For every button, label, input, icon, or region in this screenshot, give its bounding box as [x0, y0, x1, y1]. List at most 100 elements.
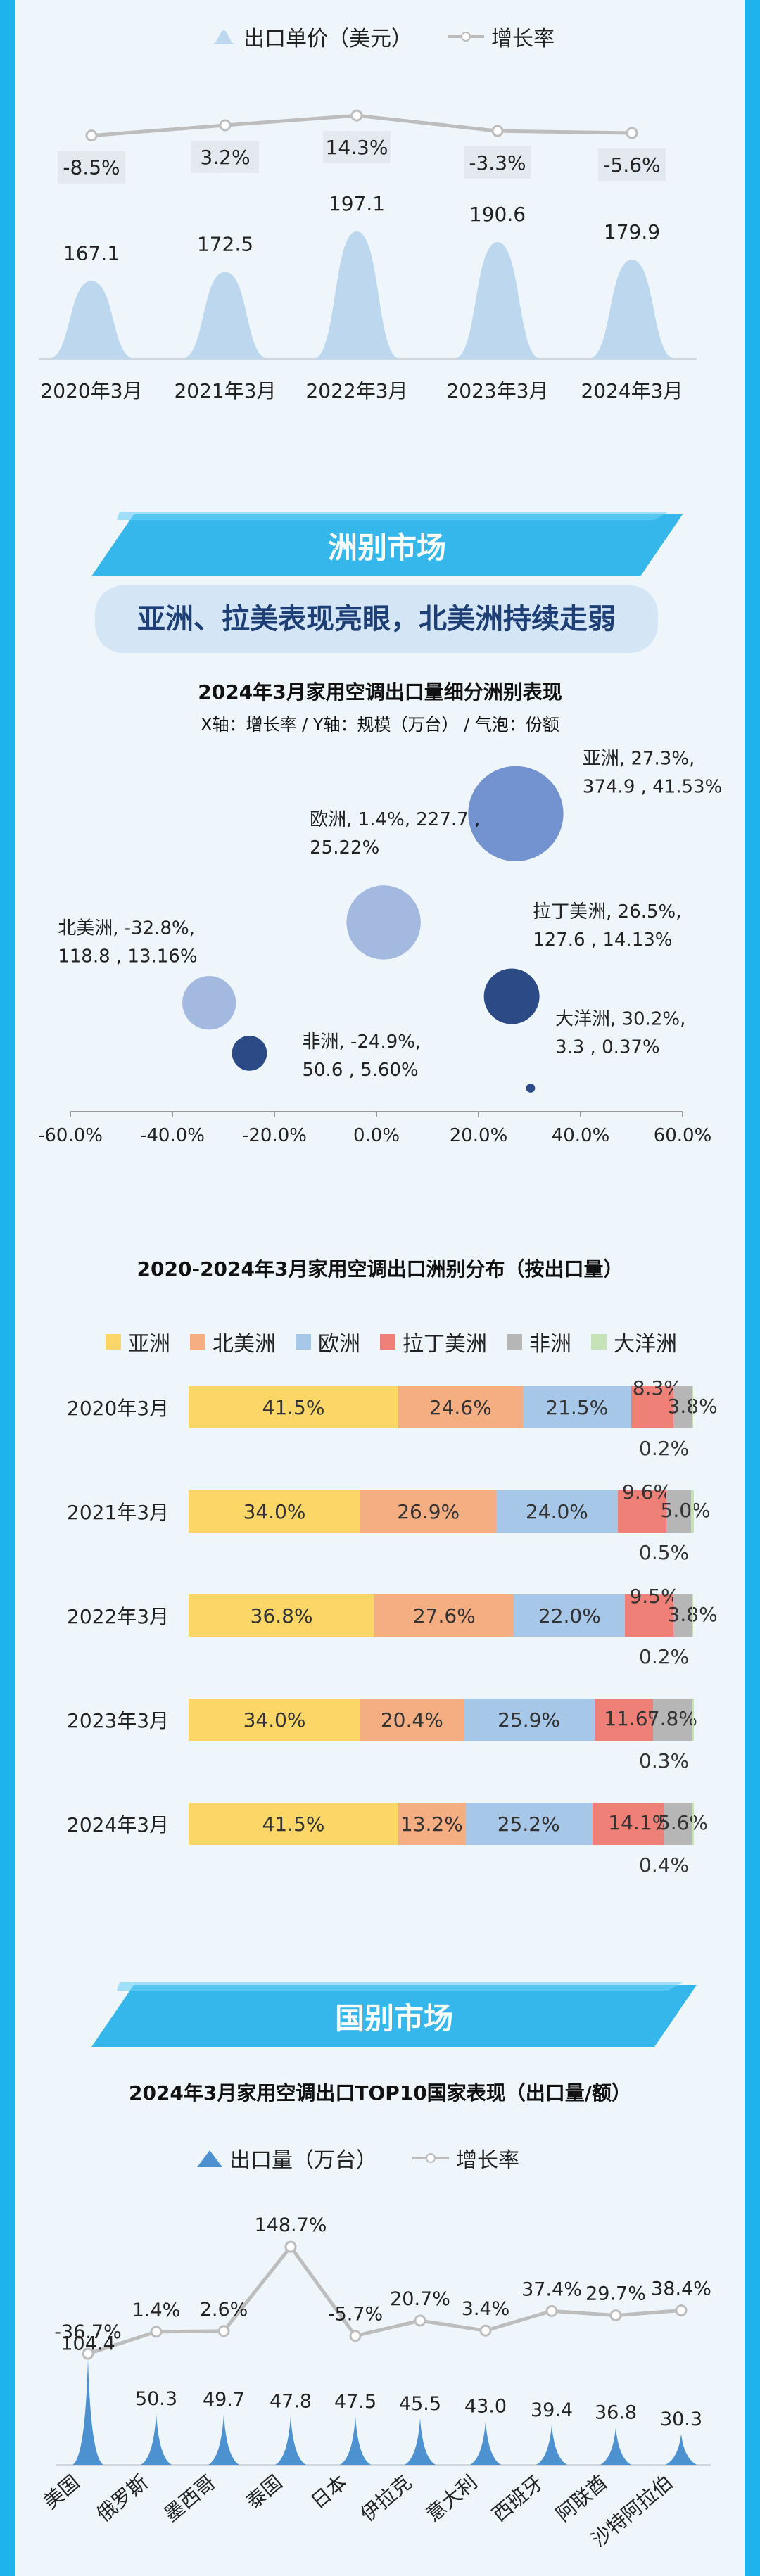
country-volume-label: 47.8	[270, 2391, 312, 2413]
growth-label-box	[598, 148, 666, 181]
country-category-label: 伊拉克	[356, 2470, 417, 2526]
country-category-label: 日本	[306, 2470, 351, 2513]
bubble-大洋洲	[526, 1084, 536, 1093]
growth-label: -8.5%	[63, 156, 120, 179]
stacked-segment-label: 0.5%	[639, 1541, 690, 1564]
country-category-label: 墨西哥	[160, 2470, 220, 2526]
country-banner	[91, 1982, 697, 2047]
price-peak	[48, 281, 135, 359]
price-category-label: 2020年3月	[40, 379, 142, 402]
stacked-segment: 25.9%	[463, 1699, 595, 1741]
stacked-legend-swatch	[591, 1334, 607, 1350]
bubble-x-tick-label: 40.0%	[552, 1125, 610, 1146]
country-chart: 104.4-36.7%美国50.31.4%俄罗斯49.72.6%墨西哥47.81…	[39, 2214, 711, 2551]
stacked-segment	[692, 1594, 694, 1637]
stacked-segment: 41.5%	[189, 1803, 398, 1845]
bubble-chart-title: 2024年3月家用空调出口量细分洲别表现	[198, 680, 562, 704]
growth-label: 14.3%	[326, 136, 388, 159]
price-category-label: 2024年3月	[581, 379, 683, 402]
growth-label-box	[323, 131, 391, 164]
price-value-label: 167.1	[63, 241, 120, 265]
stacked-segment-label: 0.3%	[639, 1749, 690, 1772]
stacked-segment	[673, 1594, 692, 1637]
stacked-legend-label: 大洋洲	[614, 1332, 677, 1357]
country-banner-title: 国别市场	[334, 2001, 453, 2036]
stacked-legend-item: 欧洲	[296, 1326, 360, 1357]
country-volume-bar	[141, 2413, 172, 2465]
stacked-segment	[673, 1386, 692, 1428]
country-growth-point	[150, 2326, 163, 2338]
country-volume-bar	[666, 2434, 697, 2465]
bubble-label: 118.8 , 13.16%	[58, 946, 197, 967]
country-volume-label: 47.5	[334, 2391, 376, 2413]
country-growth-label: 3.4%	[462, 2298, 510, 2320]
country-volume-label: 49.7	[203, 2389, 245, 2411]
stacked-segment: 25.2%	[464, 1803, 593, 1845]
stacked-segment-label: 5.6%	[657, 1811, 709, 1834]
price-category-label: 2022年3月	[305, 379, 407, 402]
price-value-label: 190.6	[469, 203, 526, 226]
stacked-segment	[666, 1490, 692, 1533]
stacked-segment-label: 14.1%	[608, 1811, 671, 1834]
bubble-非洲	[232, 1036, 267, 1071]
continent-banner-title: 洲别市场	[327, 531, 446, 565]
stacked-segment	[625, 1594, 673, 1637]
country-volume-bar	[275, 2416, 306, 2465]
stacked-segment: 27.6%	[374, 1594, 514, 1637]
stacked-legend-label: 非洲	[529, 1332, 571, 1357]
bubble-chart: -60.0% -40.0% -20.0% 0.0% 20.0% 40.0% 60.0% 亚洲,…	[38, 748, 722, 1146]
bubble-label: 374.9 , 41.53%	[583, 776, 722, 797]
stacked-legend-item: 北美洲	[190, 1326, 276, 1357]
country-volume-bar	[340, 2416, 371, 2465]
bubble-x-tick-label: 60.0%	[654, 1125, 712, 1146]
bubble-label: 非洲, -24.9%,	[302, 1032, 421, 1053]
country-growth-legend-icon	[412, 2153, 449, 2163]
country-growth-label: 29.7%	[585, 2283, 646, 2305]
stacked-legend-item: 亚洲	[106, 1326, 170, 1357]
country-growth-label: -5.7%	[328, 2304, 383, 2326]
bubble-label: 欧洲, 1.4%, 227.7 ,	[310, 809, 480, 830]
country-growth-legend-label: 增长率	[456, 2148, 519, 2173]
stacked-row-label: 2024年3月	[67, 1813, 170, 1836]
country-volume-bar	[470, 2420, 501, 2465]
growth-point	[219, 119, 232, 132]
continent-banner	[91, 512, 683, 576]
price-value-label: 197.1	[329, 192, 385, 215]
country-growth-line	[87, 2245, 682, 2356]
country-legend: 出口量（万台） 增长率	[197, 2143, 547, 2174]
price-legend: 出口单价（美元） 增长率	[211, 21, 583, 52]
price-chart: 167.1 -8.5% 2020年3月 172.5 3.2% 2021年3月 197.1 14…	[39, 109, 697, 402]
stacked-legend-label: 拉丁美洲	[403, 1332, 487, 1357]
stacked-segment: 26.9%	[360, 1490, 497, 1533]
stacked-legend-swatch	[106, 1334, 121, 1350]
growth-point	[350, 109, 363, 122]
bubble-label: 50.6 , 5.60%	[302, 1060, 418, 1081]
stacked-row-label: 2022年3月	[67, 1605, 170, 1628]
stacked-legend-label: 欧洲	[318, 1332, 360, 1357]
price-value-label: 179.9	[604, 220, 660, 243]
stacked-segment: 21.5%	[522, 1386, 631, 1428]
country-volume-label: 50.3	[135, 2388, 177, 2410]
growth-label: -3.3%	[469, 151, 526, 175]
stacked-segment	[692, 1803, 694, 1845]
bubble-x-tick-label: -60.0%	[38, 1125, 103, 1146]
stacked-segment	[594, 1699, 653, 1741]
price-legend-icon	[211, 30, 236, 44]
stacked-segment	[652, 1699, 692, 1741]
country-growth-point	[609, 2309, 622, 2322]
country-category-label: 泰国	[241, 2470, 286, 2513]
country-volume-label: 30.3	[660, 2409, 702, 2430]
stacked-legend-label: 北美洲	[213, 1332, 276, 1357]
country-volume-bar	[536, 2424, 567, 2465]
stacked-legend-swatch	[380, 1334, 395, 1350]
bubble-label: 25.22%	[310, 837, 379, 858]
stacked-segment: 34.0%	[189, 1699, 361, 1741]
bubble-label: 127.6 , 14.13%	[533, 929, 672, 951]
growth-label-box	[58, 151, 125, 184]
stacked-segment-label: 5.0%	[660, 1499, 711, 1522]
stacked-segment: 41.5%	[189, 1386, 398, 1428]
bubble-x-tick-label: -40.0%	[140, 1125, 205, 1146]
stacked-segment: 20.4%	[360, 1699, 464, 1741]
stacked-segment	[691, 1490, 694, 1533]
country-growth-point	[82, 2347, 94, 2360]
